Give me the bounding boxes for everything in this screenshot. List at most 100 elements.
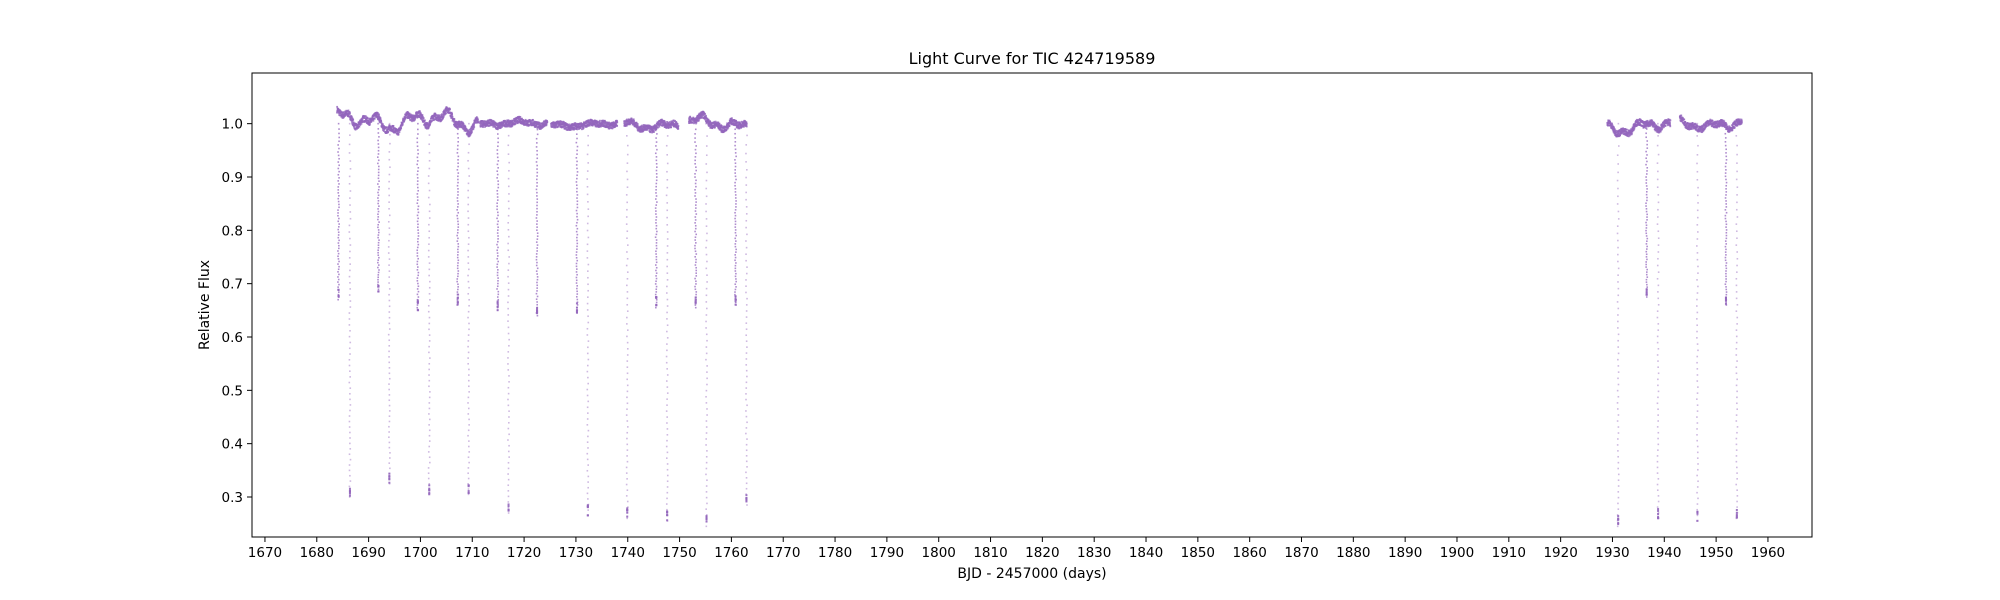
primary-eclipse-point: [694, 250, 697, 253]
flux-point: [1610, 124, 1613, 127]
flux-point: [711, 127, 714, 130]
primary-eclipse-point: [337, 144, 339, 146]
primary-eclipse-point: [1645, 157, 1647, 160]
flux-point: [403, 118, 406, 121]
primary-eclipse-point: [1646, 216, 1648, 218]
flux-point: [697, 116, 700, 119]
secondary-eclipse-point: [427, 451, 430, 453]
primary-eclipse-point: [417, 240, 419, 243]
secondary-eclipse-point: [468, 328, 470, 331]
flux-point: [385, 126, 388, 129]
flux-point: [1614, 128, 1616, 131]
flux-point: [1682, 117, 1684, 120]
primary-eclipse-point: [378, 221, 380, 223]
primary-eclipse-point: [416, 306, 419, 309]
primary-eclipse-point: [416, 193, 419, 195]
secondary-eclipse-point: [387, 252, 390, 254]
primary-eclipse-point: [416, 156, 419, 159]
flux-point: [453, 118, 456, 120]
flux-point: [674, 123, 677, 126]
secondary-eclipse-point: [468, 175, 471, 177]
primary-eclipse-point: [576, 171, 579, 173]
flux-point: [1644, 123, 1647, 126]
primary-eclipse-point: [654, 283, 657, 285]
primary-eclipse-point: [378, 239, 380, 241]
primary-eclipse-point: [1645, 190, 1648, 193]
primary-eclipse-point: [416, 199, 419, 201]
flux-point: [466, 132, 469, 135]
secondary-eclipse-point: [349, 250, 351, 253]
flux-point: [596, 122, 598, 125]
primary-eclipse-point: [1645, 210, 1648, 213]
flux-point: [602, 121, 605, 124]
primary-eclipse-point: [416, 177, 419, 179]
flux-point: [529, 120, 532, 123]
flux-point: [508, 123, 511, 126]
flux-point: [356, 127, 358, 130]
flux-point: [481, 120, 484, 123]
flux-point: [508, 125, 511, 128]
flux-point: [472, 128, 475, 131]
primary-eclipse-point: [576, 206, 579, 209]
flux-point: [1738, 123, 1741, 126]
primary-eclipse-point: [337, 255, 339, 258]
flux-point: [677, 125, 680, 127]
primary-eclipse-point: [695, 145, 697, 147]
primary-eclipse-point: [734, 194, 737, 196]
primary-eclipse-point: [655, 224, 658, 227]
primary-eclipse-point: [576, 233, 579, 236]
secondary-eclipse-point: [349, 474, 351, 477]
flux-point: [440, 114, 442, 116]
flux-point: [1649, 122, 1652, 125]
secondary-eclipse-point: [467, 292, 470, 295]
primary-eclipse-point: [496, 232, 499, 234]
flux-point: [529, 119, 532, 122]
primary-eclipse-point: [377, 241, 380, 244]
flux-point: [510, 120, 513, 123]
flux-point: [1615, 129, 1618, 132]
primary-eclipse-point: [576, 128, 579, 131]
flux-point: [354, 128, 357, 131]
primary-eclipse-point: [337, 154, 340, 157]
flux-point: [359, 122, 362, 124]
flux-point: [1717, 120, 1720, 123]
primary-eclipse-point: [1646, 140, 1649, 142]
primary-eclipse-point: [1724, 251, 1727, 253]
flux-point: [1717, 124, 1720, 127]
flux-point: [580, 128, 583, 131]
flux-point: [560, 121, 563, 123]
secondary-eclipse-point: [388, 436, 390, 439]
secondary-eclipse-point: [388, 158, 391, 161]
primary-eclipse-point: [535, 264, 538, 267]
flux-point: [390, 126, 393, 128]
flux-point: [493, 120, 496, 123]
flux-point: [611, 123, 614, 126]
secondary-eclipse-point: [428, 345, 430, 348]
primary-eclipse-point: [576, 236, 578, 239]
flux-point: [410, 117, 413, 120]
secondary-eclipse-point: [428, 489, 431, 492]
flux-point: [531, 122, 534, 124]
secondary-eclipse-point: [467, 217, 470, 219]
flux-point: [1719, 123, 1722, 125]
flux-point: [563, 123, 566, 126]
secondary-eclipse-point: [427, 310, 430, 313]
primary-eclipse-point: [734, 231, 737, 234]
primary-eclipse-point: [734, 245, 737, 248]
primary-eclipse-point: [457, 220, 459, 223]
flux-point: [603, 123, 605, 126]
flux-point: [727, 123, 730, 126]
flux-point: [589, 123, 592, 126]
secondary-eclipse-point: [467, 167, 470, 170]
primary-eclipse-point: [695, 293, 697, 296]
flux-point: [1624, 134, 1627, 136]
flux-point: [1680, 114, 1683, 117]
flux-point: [433, 118, 436, 121]
primary-eclipse-point: [497, 255, 499, 257]
primary-eclipse-point: [734, 137, 737, 139]
primary-eclipse-point: [734, 169, 736, 171]
flux-point: [633, 120, 635, 122]
flux-point: [474, 121, 477, 124]
primary-eclipse-point: [337, 186, 340, 188]
primary-eclipse-point: [1645, 227, 1648, 229]
